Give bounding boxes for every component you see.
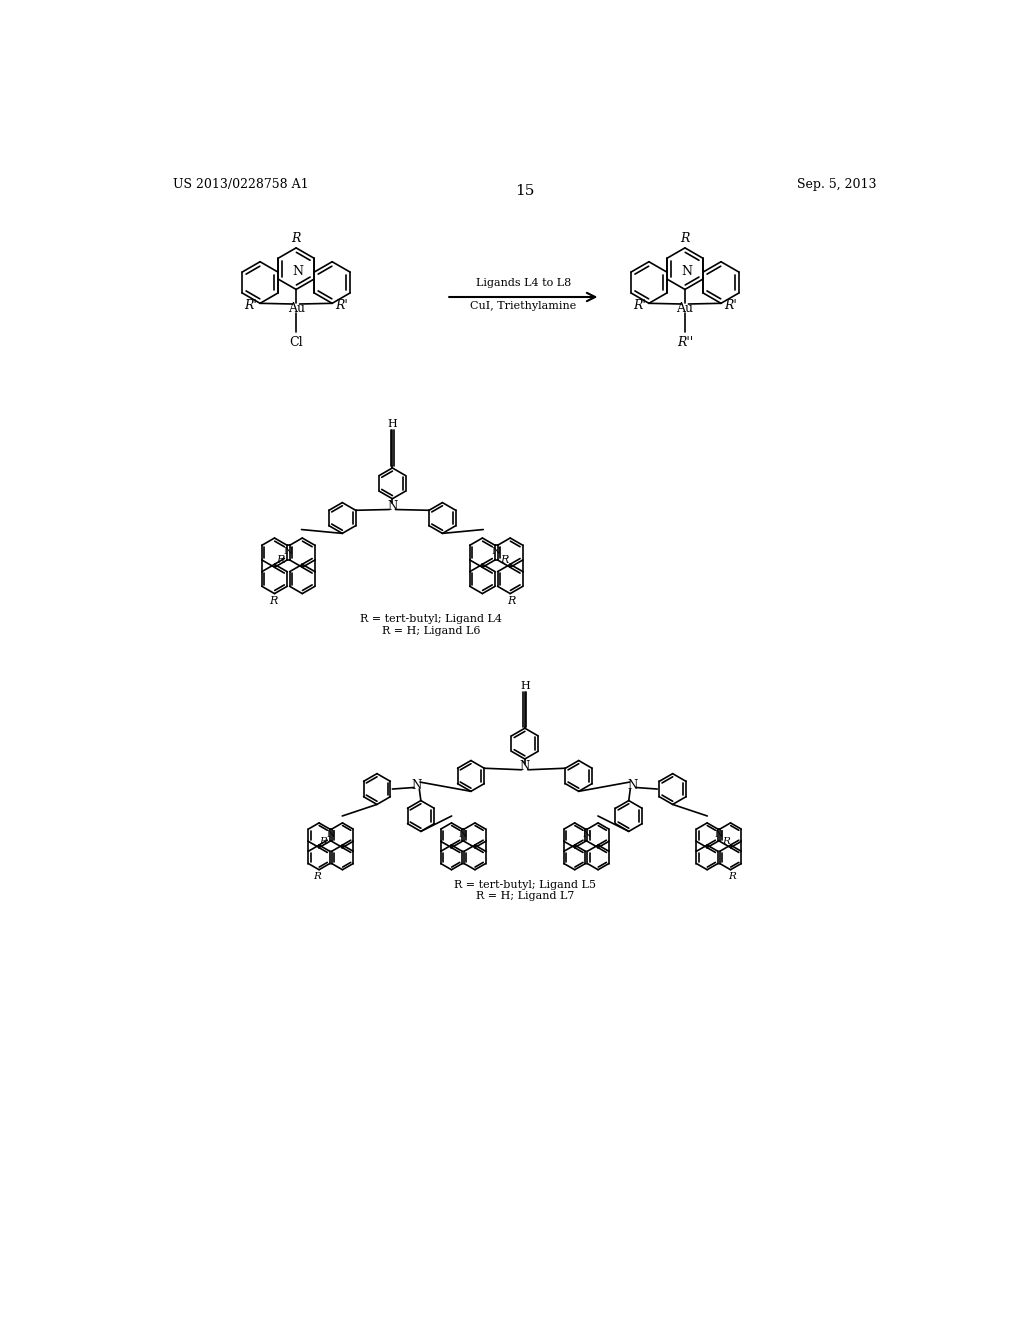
Text: Sep. 5, 2013: Sep. 5, 2013 [798, 178, 877, 190]
Text: H: H [520, 681, 529, 692]
Text: R = tert-butyl; Ligand L5
R = H; Ligand L7: R = tert-butyl; Ligand L5 R = H; Ligand … [454, 880, 596, 902]
Text: N: N [327, 830, 335, 840]
Text: R: R [722, 837, 730, 846]
Text: N: N [292, 265, 303, 279]
Text: N: N [583, 830, 591, 840]
Text: N: N [459, 830, 467, 840]
Text: 15: 15 [515, 183, 535, 198]
Text: R: R [275, 554, 284, 565]
Text: Au: Au [288, 302, 304, 314]
Text: Au: Au [677, 302, 693, 314]
Text: R': R' [244, 298, 257, 312]
Text: R': R' [336, 298, 348, 312]
Text: R: R [319, 837, 328, 846]
Text: US 2013/0228758 A1: US 2013/0228758 A1 [173, 178, 308, 190]
Text: H: H [387, 420, 397, 429]
Text: N: N [492, 548, 501, 556]
Text: N: N [284, 548, 293, 556]
Text: R: R [313, 873, 322, 880]
Text: R': R' [633, 298, 645, 312]
Text: Cl: Cl [290, 335, 303, 348]
Text: R: R [292, 232, 301, 246]
Text: N: N [519, 760, 530, 774]
Text: N: N [715, 830, 723, 840]
Text: R: R [728, 873, 736, 880]
Text: N: N [628, 779, 638, 792]
Text: R': R' [724, 298, 737, 312]
Text: R: R [268, 595, 278, 606]
Text: N: N [681, 265, 692, 279]
Text: R'': R'' [677, 335, 693, 348]
Text: R: R [501, 554, 509, 565]
Text: CuI, Triethylamine: CuI, Triethylamine [470, 301, 577, 310]
Text: R: R [680, 232, 689, 246]
Text: N: N [387, 500, 397, 513]
Text: N: N [412, 779, 422, 792]
Text: R: R [508, 595, 516, 606]
Text: R = tert-butyl; Ligand L4
R = H; Ligand L6: R = tert-butyl; Ligand L4 R = H; Ligand … [359, 614, 502, 636]
Text: Ligands L4 to L8: Ligands L4 to L8 [475, 277, 571, 288]
